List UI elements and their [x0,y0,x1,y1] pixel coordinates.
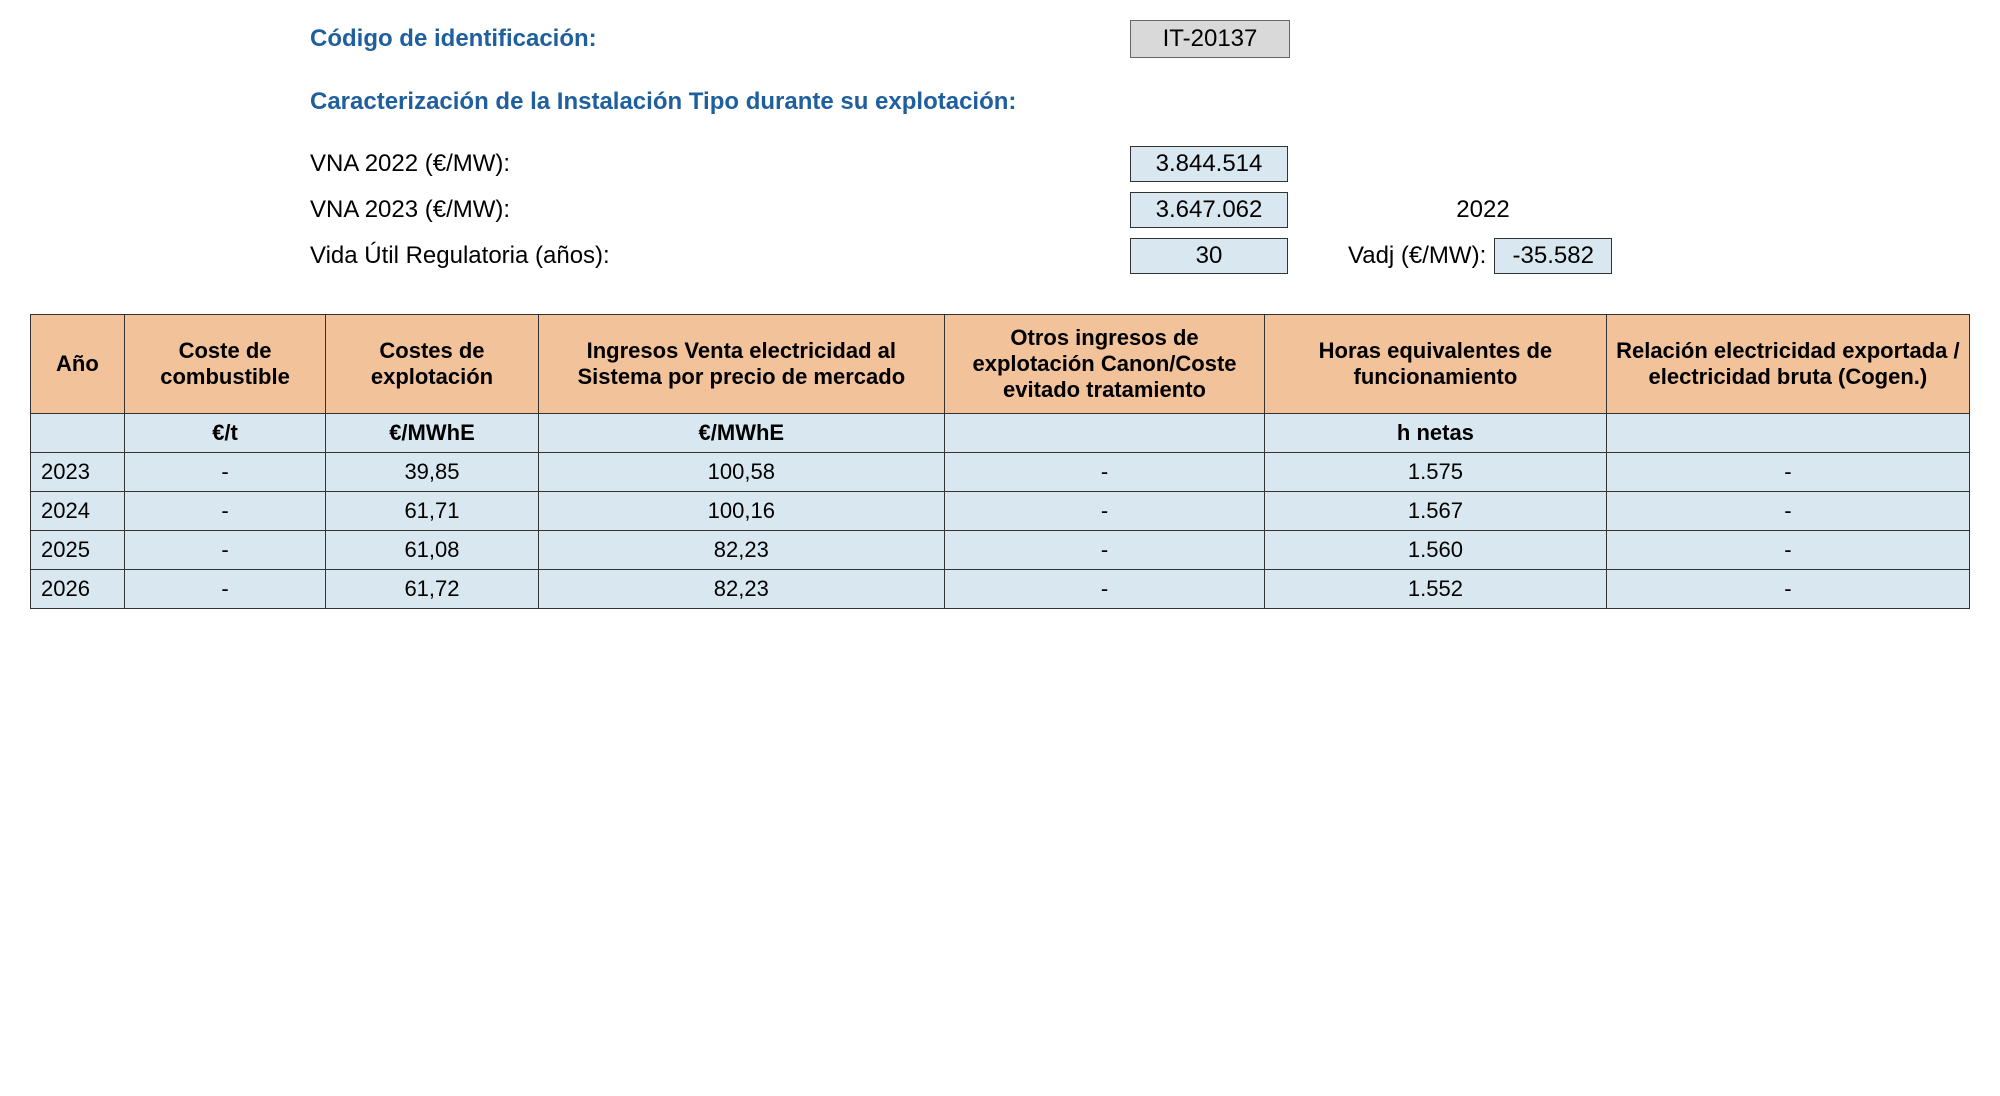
th-hours: Horas equivalentes de funcionamiento [1265,315,1607,414]
cell-income: 100,16 [538,492,944,531]
th-year: Año [31,315,125,414]
cell-hours: 1.567 [1265,492,1607,531]
vadj-block: Vadj (€/MW): -35.582 [1348,238,1612,274]
th-ratio: Relación electricidad exportada / electr… [1606,315,1969,414]
vna-2023-value: 3.647.062 [1130,192,1288,228]
cell-fuel: - [124,492,326,531]
cell-ratio: - [1606,492,1969,531]
vadj-label: Vadj (€/MW): [1348,242,1486,270]
cell-year: 2026 [31,570,125,609]
th-opex: Costes de explotación [326,315,538,414]
table-row: 2026-61,7282,23-1.552- [31,570,1970,609]
vna-2023-label: VNA 2023 (€/MW): [310,196,1130,224]
cell-other: - [944,570,1264,609]
cell-income: 82,23 [538,531,944,570]
cell-hours: 1.560 [1265,531,1607,570]
year-extra: 2022 [1408,196,1558,224]
cell-other: - [944,492,1264,531]
vna-2022-row: VNA 2022 (€/MW): 3.844.514 [310,146,1970,182]
data-table: Año Coste de combustible Costes de explo… [30,314,1970,609]
unit-other [944,414,1264,453]
table-row: 2024-61,71100,16-1.567- [31,492,1970,531]
table-row: 2025-61,0882,23-1.560- [31,531,1970,570]
th-other: Otros ingresos de explotación Canon/Cost… [944,315,1264,414]
header-row: Año Coste de combustible Costes de explo… [31,315,1970,414]
cell-fuel: - [124,570,326,609]
life-value: 30 [1130,238,1288,274]
cell-income: 100,58 [538,453,944,492]
vna-2022-value: 3.844.514 [1130,146,1288,182]
cell-ratio: - [1606,570,1969,609]
cell-other: - [944,531,1264,570]
life-label: Vida Útil Regulatoria (años): [310,242,1130,270]
cell-ratio: - [1606,453,1969,492]
cell-opex: 61,72 [326,570,538,609]
cell-hours: 1.552 [1265,570,1607,609]
cell-opex: 61,71 [326,492,538,531]
th-fuel: Coste de combustible [124,315,326,414]
units-row: €/t €/MWhE €/MWhE h netas [31,414,1970,453]
unit-fuel: €/t [124,414,326,453]
cell-other: - [944,453,1264,492]
table-head: Año Coste de combustible Costes de explo… [31,315,1970,414]
cell-fuel: - [124,453,326,492]
unit-opex: €/MWhE [326,414,538,453]
table-body: €/t €/MWhE €/MWhE h netas 2023-39,85100,… [31,414,1970,609]
vadj-value: -35.582 [1494,238,1612,274]
year-extra-value: 2022 [1408,196,1558,224]
unit-ratio [1606,414,1969,453]
unit-income: €/MWhE [538,414,944,453]
id-value-box: IT-20137 [1130,20,1290,58]
unit-hours: h netas [1265,414,1607,453]
table-row: 2023-39,85100,58-1.575- [31,453,1970,492]
life-row: Vida Útil Regulatoria (años): 30 Vadj (€… [310,238,1970,274]
cell-year: 2024 [31,492,125,531]
cell-hours: 1.575 [1265,453,1607,492]
header-block: Código de identificación: IT-20137 Carac… [310,20,1970,274]
cell-fuel: - [124,531,326,570]
unit-year [31,414,125,453]
vna-2023-row: VNA 2023 (€/MW): 3.647.062 2022 [310,192,1970,228]
vna-2022-label: VNA 2022 (€/MW): [310,150,1130,178]
id-row: Código de identificación: IT-20137 [310,20,1970,58]
cell-opex: 39,85 [326,453,538,492]
th-income: Ingresos Venta electricidad al Sistema p… [538,315,944,414]
cell-year: 2025 [31,531,125,570]
id-label: Código de identificación: [310,25,1130,53]
cell-year: 2023 [31,453,125,492]
subtitle: Caracterización de la Instalación Tipo d… [310,88,1970,116]
cell-ratio: - [1606,531,1969,570]
cell-opex: 61,08 [326,531,538,570]
cell-income: 82,23 [538,570,944,609]
